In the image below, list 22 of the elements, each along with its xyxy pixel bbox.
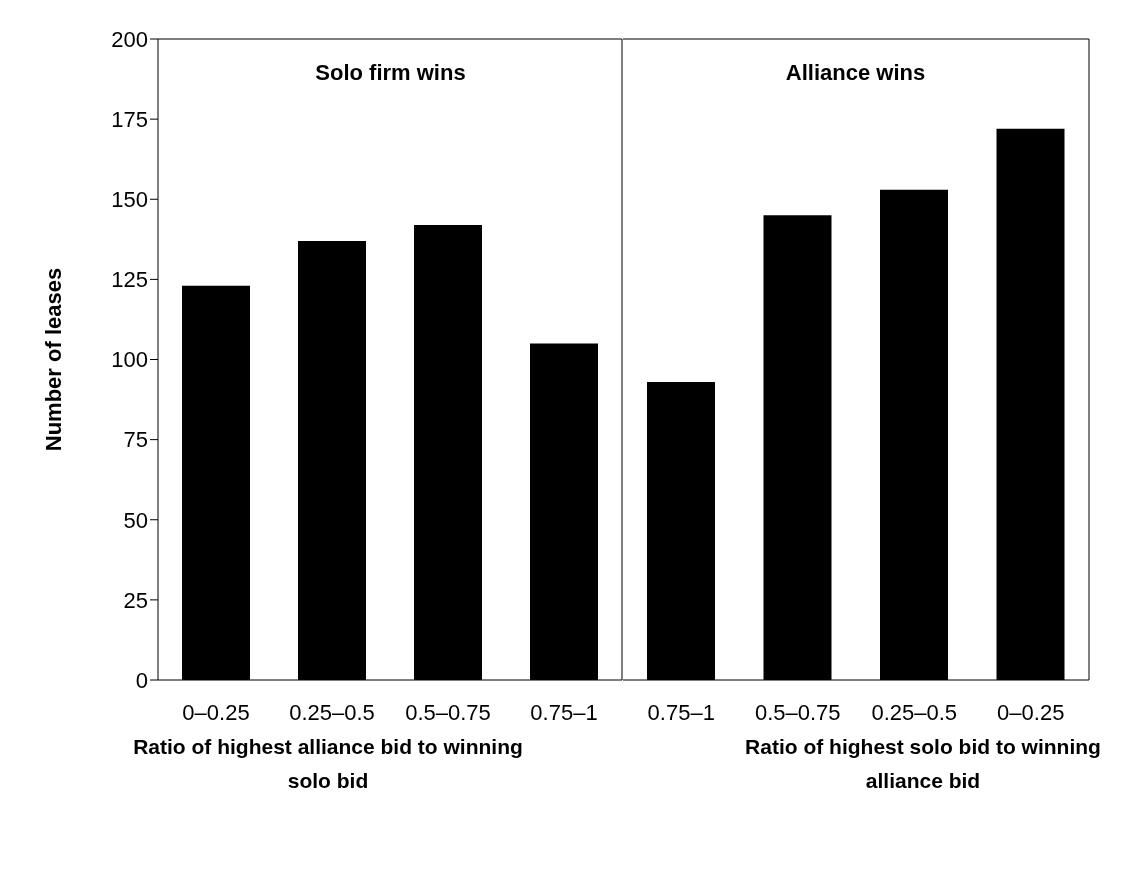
y-tick-label: 125 [111, 267, 148, 293]
x-tick-label: 0.5–0.75 [405, 699, 491, 725]
x-tick-label: 0.5–0.75 [754, 699, 841, 725]
x-tick-label: 0.75–1 [647, 699, 715, 725]
y-tick-label: 75 [123, 427, 148, 453]
y-tick-label: 150 [111, 187, 148, 213]
x-tick-label: 0.25–0.5 [289, 699, 375, 725]
y-tick-label: 25 [123, 587, 148, 613]
text: Solo firm wins [314, 60, 467, 86]
y-tick-label: 175 [111, 106, 148, 132]
x-axis-title: Ratio of highest alliance bid to winning solo bid [132, 734, 524, 794]
x-axis-title: Ratio of highest solo bid to winning alliance bid [744, 734, 1102, 794]
y-tick-label: 200 [111, 26, 148, 52]
x-tick-label: 0–0.25 [997, 699, 1065, 725]
y-axis-title: Number of leases [40, 267, 66, 452]
y-tick-label: 100 [111, 347, 148, 373]
y-tick-label: 50 [123, 507, 148, 533]
x-tick-label: 0.25–0.5 [871, 699, 958, 725]
x-tick-label: 0.75–1 [530, 699, 598, 725]
x-tick-label: 0–0.25 [182, 699, 250, 725]
text: Alliance wins [784, 60, 927, 86]
y-tick-label: 0 [135, 667, 148, 693]
